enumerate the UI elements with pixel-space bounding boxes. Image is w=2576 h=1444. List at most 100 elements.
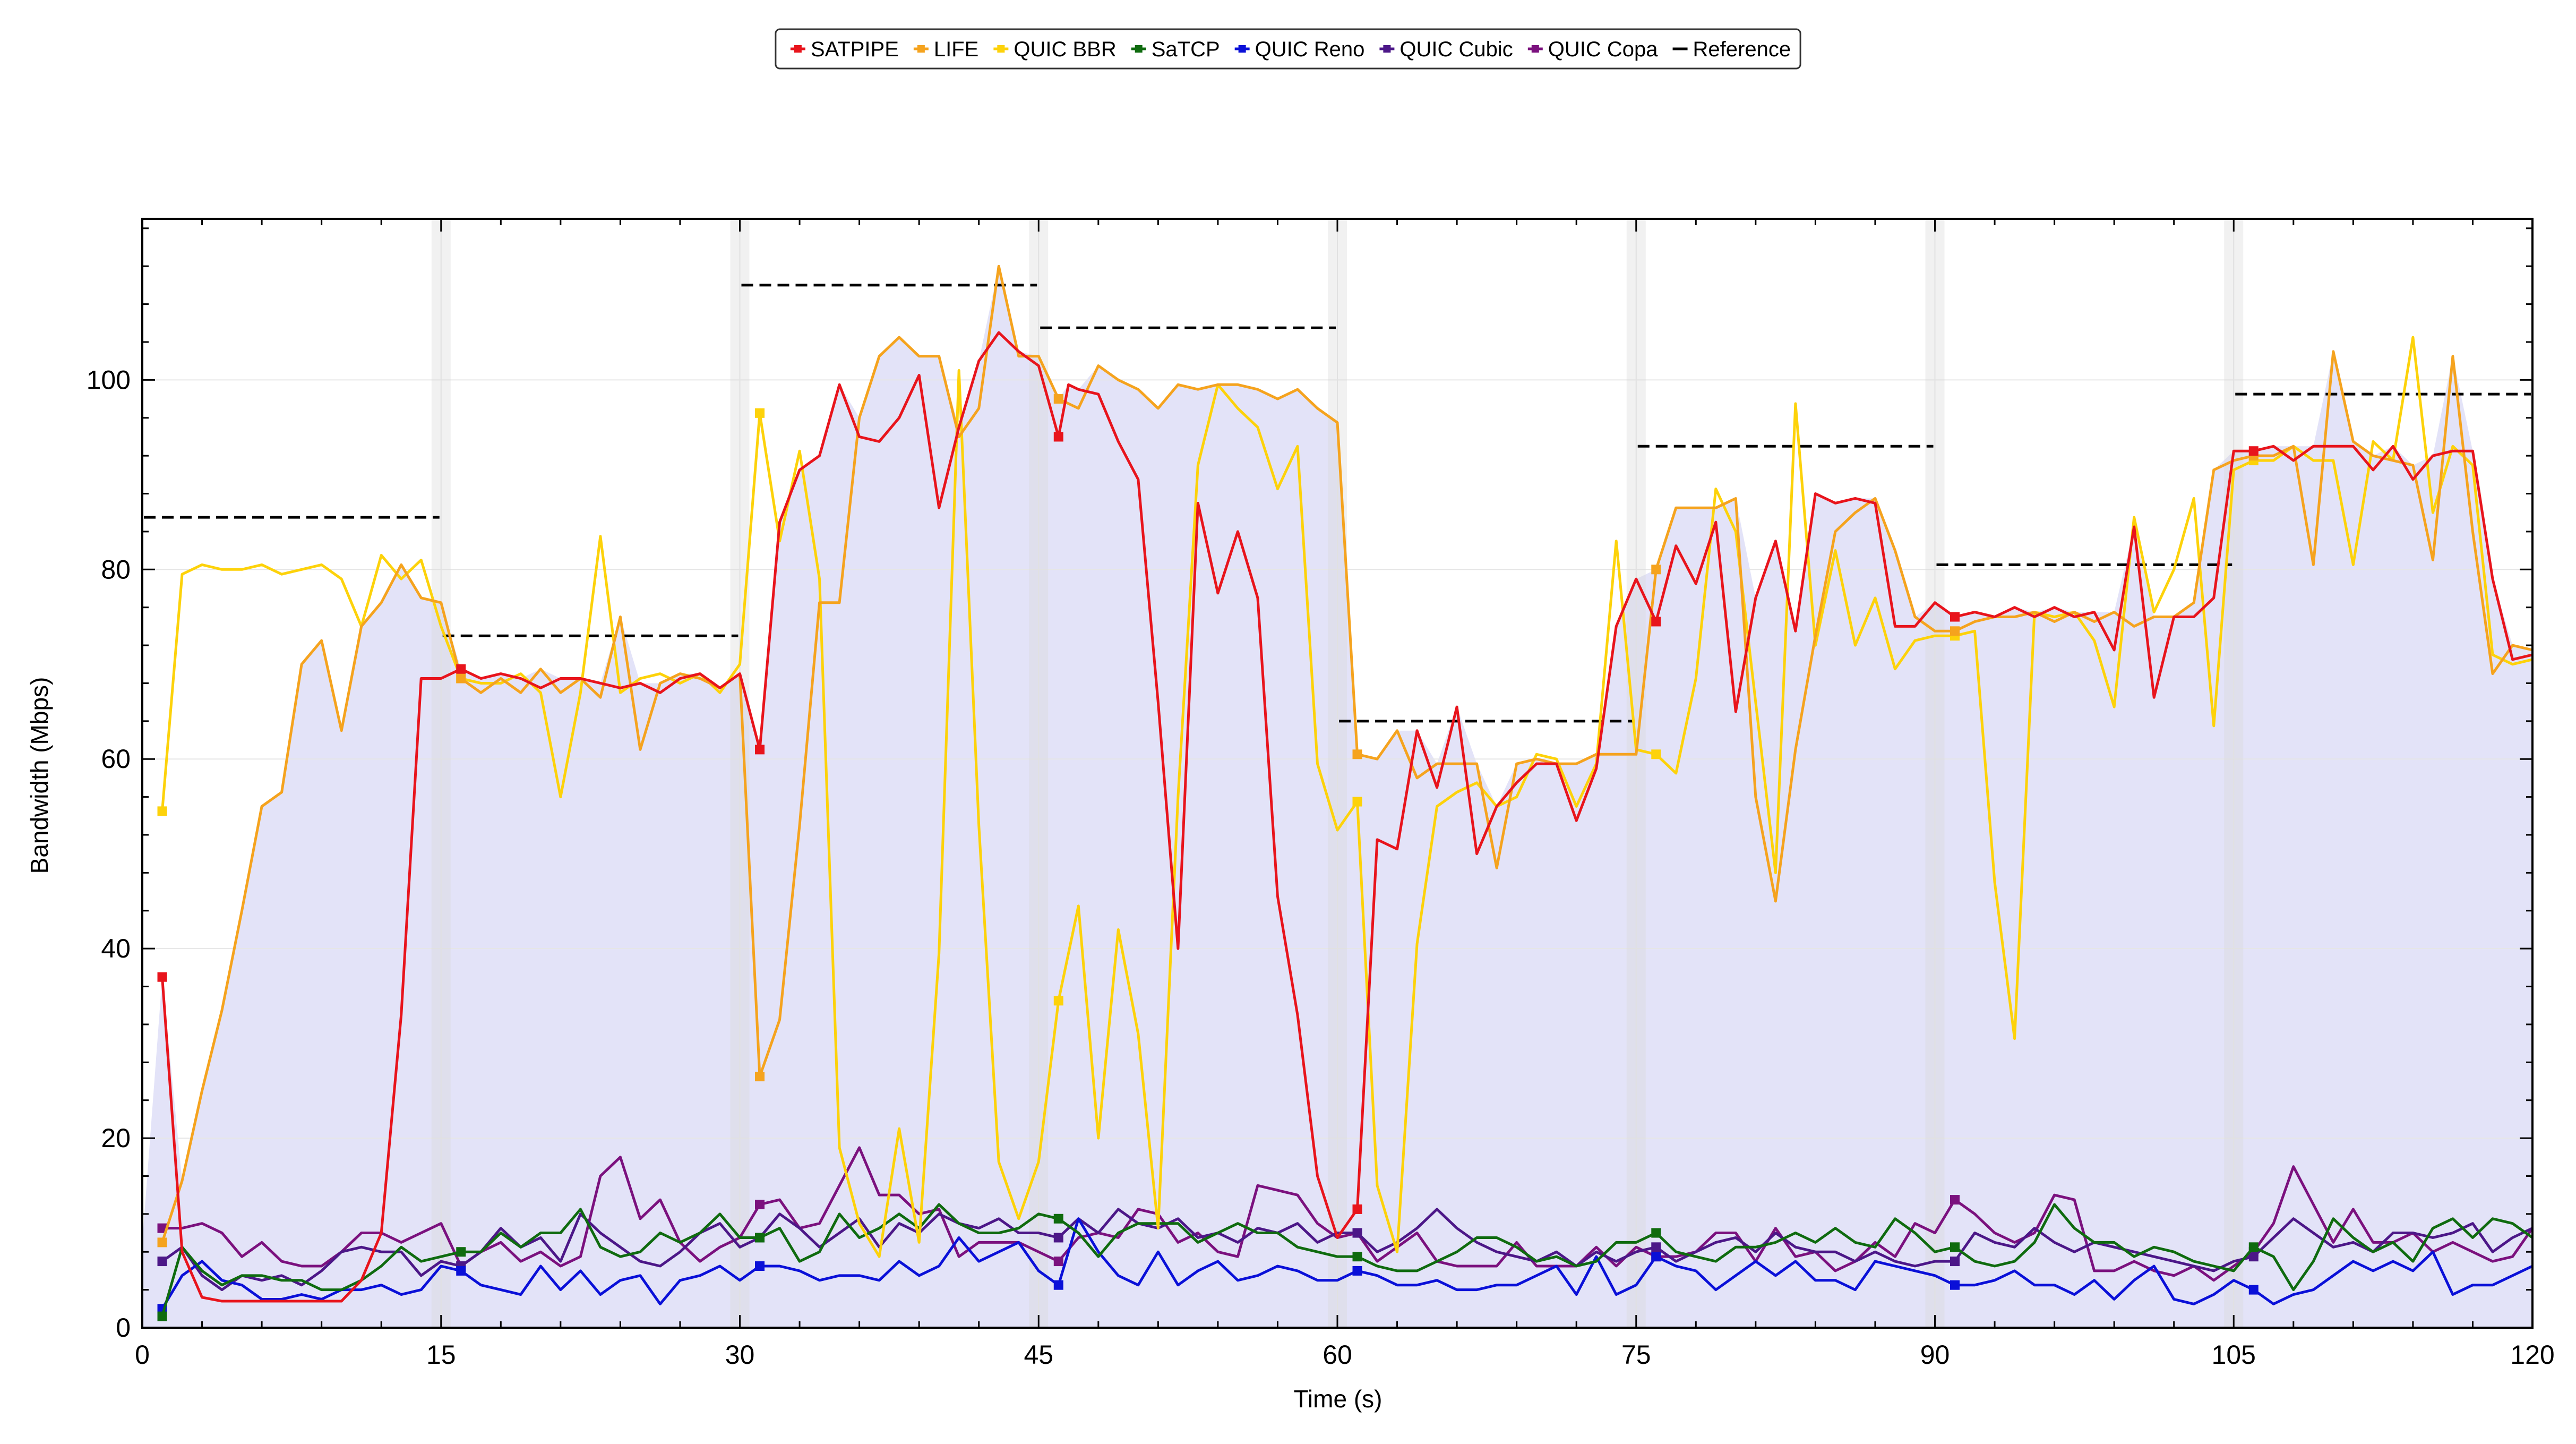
legend-label-reference: Reference bbox=[1693, 38, 1791, 61]
series-line-satpipe bbox=[161, 331, 2533, 1303]
handover-marker-layer bbox=[431, 219, 2244, 1328]
x-tick-label: 45 bbox=[1024, 1340, 1053, 1370]
series-point-quic-cubic bbox=[1651, 1242, 1661, 1252]
x-tick-label: 105 bbox=[2212, 1340, 2256, 1370]
legend-marker-quic-reno bbox=[1238, 45, 1246, 53]
series-point-satcp bbox=[1651, 1228, 1661, 1238]
series-point-quic-reno bbox=[2248, 1285, 2259, 1295]
series-point-quic-copa bbox=[1053, 1257, 1063, 1267]
series-point-satcp bbox=[755, 1233, 765, 1243]
legend-label-satcp: SaTCP bbox=[1152, 38, 1220, 61]
series-point-satcp bbox=[1352, 1252, 1362, 1262]
y-tick-label: 60 bbox=[101, 744, 131, 774]
handover-marker bbox=[1626, 219, 1646, 1328]
series-satcp bbox=[157, 1203, 2534, 1321]
series-point-quic-reno bbox=[755, 1261, 765, 1271]
legend-box bbox=[775, 28, 1801, 70]
series-point-satpipe bbox=[456, 664, 466, 674]
series-point-quic-bbr bbox=[1651, 749, 1661, 759]
series-line-quic-bbr bbox=[161, 336, 2533, 1258]
series-point-life bbox=[1352, 749, 1362, 759]
legend-label-satpipe: SATPIPE bbox=[811, 38, 899, 61]
x-tick-label: 75 bbox=[1621, 1340, 1651, 1370]
series-point-quic-copa bbox=[1950, 1195, 1960, 1205]
series-point-satcp bbox=[1950, 1242, 1960, 1252]
series-point-quic-cubic bbox=[157, 1257, 167, 1267]
series-life bbox=[157, 264, 2533, 1248]
y-axis-label: Bandwidth (Mbps) bbox=[25, 677, 53, 874]
series-point-satpipe bbox=[1053, 432, 1063, 442]
legend-label-quic-cubic: QUIC Cubic bbox=[1399, 38, 1513, 61]
series-line-quic-reno bbox=[161, 1217, 2534, 1310]
series-point-satpipe bbox=[157, 972, 167, 982]
series-point-quic-cubic bbox=[1053, 1233, 1063, 1243]
handover-marker bbox=[1925, 219, 1945, 1328]
series-point-life bbox=[1950, 626, 1960, 636]
series-point-satcp bbox=[456, 1247, 466, 1257]
x-tick-label: 15 bbox=[426, 1340, 456, 1370]
series-line-quic-cubic bbox=[161, 1208, 2534, 1292]
handover-marker bbox=[431, 219, 451, 1328]
x-tick-label: 30 bbox=[725, 1340, 755, 1370]
series-point-satcp bbox=[2248, 1242, 2259, 1252]
series-point-quic-cubic bbox=[2248, 1252, 2259, 1262]
series-satpipe bbox=[157, 331, 2533, 1303]
series-point-quic-reno bbox=[1352, 1266, 1362, 1276]
series-quic-reno bbox=[157, 1217, 2534, 1314]
series-point-satpipe bbox=[1950, 612, 1960, 622]
y-tick-label: 20 bbox=[101, 1123, 131, 1153]
handover-marker bbox=[1328, 219, 1347, 1328]
series-point-satpipe bbox=[2248, 446, 2259, 456]
y-tick-label: 0 bbox=[116, 1313, 131, 1343]
handover-marker bbox=[2224, 219, 2244, 1328]
legend-label-quic-copa: QUIC Copa bbox=[1548, 38, 1658, 61]
series-point-life bbox=[755, 1072, 765, 1082]
series-point-life bbox=[1053, 394, 1063, 404]
series-point-satpipe bbox=[1352, 1204, 1362, 1214]
x-tick-label: 120 bbox=[2510, 1340, 2554, 1370]
legend-marker-life bbox=[917, 45, 925, 53]
series-point-quic-copa bbox=[157, 1223, 167, 1233]
x-tick-label: 60 bbox=[1323, 1340, 1352, 1370]
series-line-life bbox=[161, 264, 2533, 1243]
handover-marker bbox=[1029, 219, 1049, 1328]
series-line-satcp bbox=[161, 1203, 2534, 1317]
series-quic-bbr bbox=[157, 336, 2533, 1258]
series-line-quic-copa bbox=[162, 1146, 2534, 1282]
x-tick-label: 90 bbox=[1920, 1340, 1950, 1370]
x-tick-label: 0 bbox=[135, 1340, 150, 1370]
handover-marker bbox=[730, 219, 750, 1328]
series-point-quic-bbr bbox=[755, 408, 765, 418]
series-point-life bbox=[1651, 565, 1661, 575]
series-layer bbox=[157, 264, 2534, 1321]
legend-marker-quic-bbr bbox=[997, 45, 1005, 53]
y-tick-label: 80 bbox=[101, 554, 131, 584]
series-point-quic-reno bbox=[1651, 1252, 1661, 1262]
legend-label-quic-reno: QUIC Reno bbox=[1255, 38, 1365, 61]
series-point-satcp bbox=[1053, 1214, 1063, 1224]
legend-label-life: LIFE bbox=[934, 38, 978, 61]
series-point-quic-bbr bbox=[1053, 996, 1063, 1006]
series-point-satpipe bbox=[1651, 617, 1661, 627]
axes-layer: 0 15 30 45 60 75 90 105 120 0 20 40 60 80 100 bbox=[87, 218, 2555, 1370]
legend-marker-quic-cubic bbox=[1383, 45, 1391, 53]
series-point-quic-bbr bbox=[157, 806, 167, 816]
series-point-quic-bbr bbox=[1352, 797, 1362, 807]
series-point-quic-cubic bbox=[1950, 1257, 1960, 1267]
series-point-life bbox=[157, 1237, 167, 1248]
legend-marker-satcp bbox=[1135, 45, 1143, 53]
y-tick-label: 100 bbox=[87, 365, 131, 395]
series-point-quic-copa bbox=[755, 1200, 765, 1209]
series-point-quic-cubic bbox=[1352, 1228, 1362, 1238]
x-axis-label: Time (s) bbox=[1294, 1385, 1383, 1413]
series-point-quic-reno bbox=[1053, 1280, 1063, 1290]
series-point-satpipe bbox=[755, 745, 765, 755]
series-point-satcp bbox=[157, 1311, 167, 1321]
series-point-life bbox=[456, 673, 466, 683]
legend: SATPIPE LIFE QUIC BBR SaTCP QUIC Reno QUIC Cu… bbox=[775, 28, 1801, 70]
series-point-quic-reno bbox=[456, 1266, 466, 1276]
legend-marker-satpipe bbox=[794, 45, 802, 53]
series-point-quic-reno bbox=[1950, 1280, 1960, 1290]
